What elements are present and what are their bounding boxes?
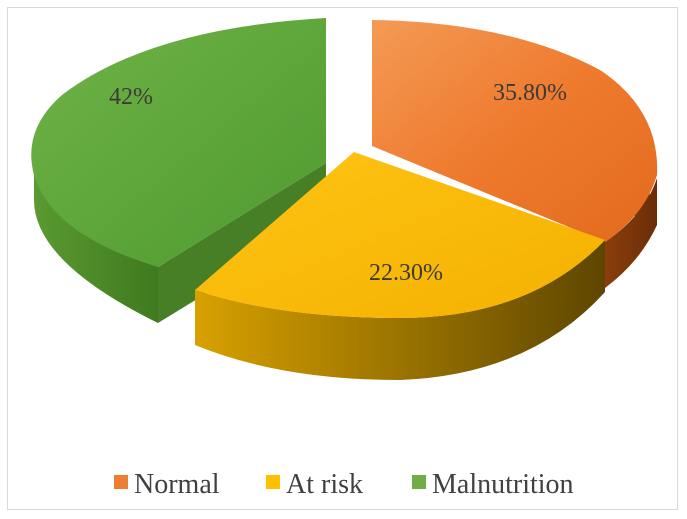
legend-label-at-risk: At risk <box>286 469 363 500</box>
legend-swatch-at-risk <box>266 475 280 489</box>
slice-normal <box>372 20 658 288</box>
legend: Normal At risk Malnutrition <box>114 469 574 500</box>
legend-label-normal: Normal <box>134 469 220 500</box>
legend-label-malnutrition: Malnutrition <box>432 469 574 500</box>
slice-label-malnutrition: 42% <box>109 84 153 110</box>
slice-label-at-risk: 22.30% <box>369 260 443 286</box>
legend-swatch-malnutrition <box>412 475 426 489</box>
slice-at-risk <box>195 152 605 380</box>
slice-label-normal: 35.80% <box>493 80 567 106</box>
slice-malnutrition <box>31 18 326 323</box>
legend-swatch-normal <box>114 475 128 489</box>
